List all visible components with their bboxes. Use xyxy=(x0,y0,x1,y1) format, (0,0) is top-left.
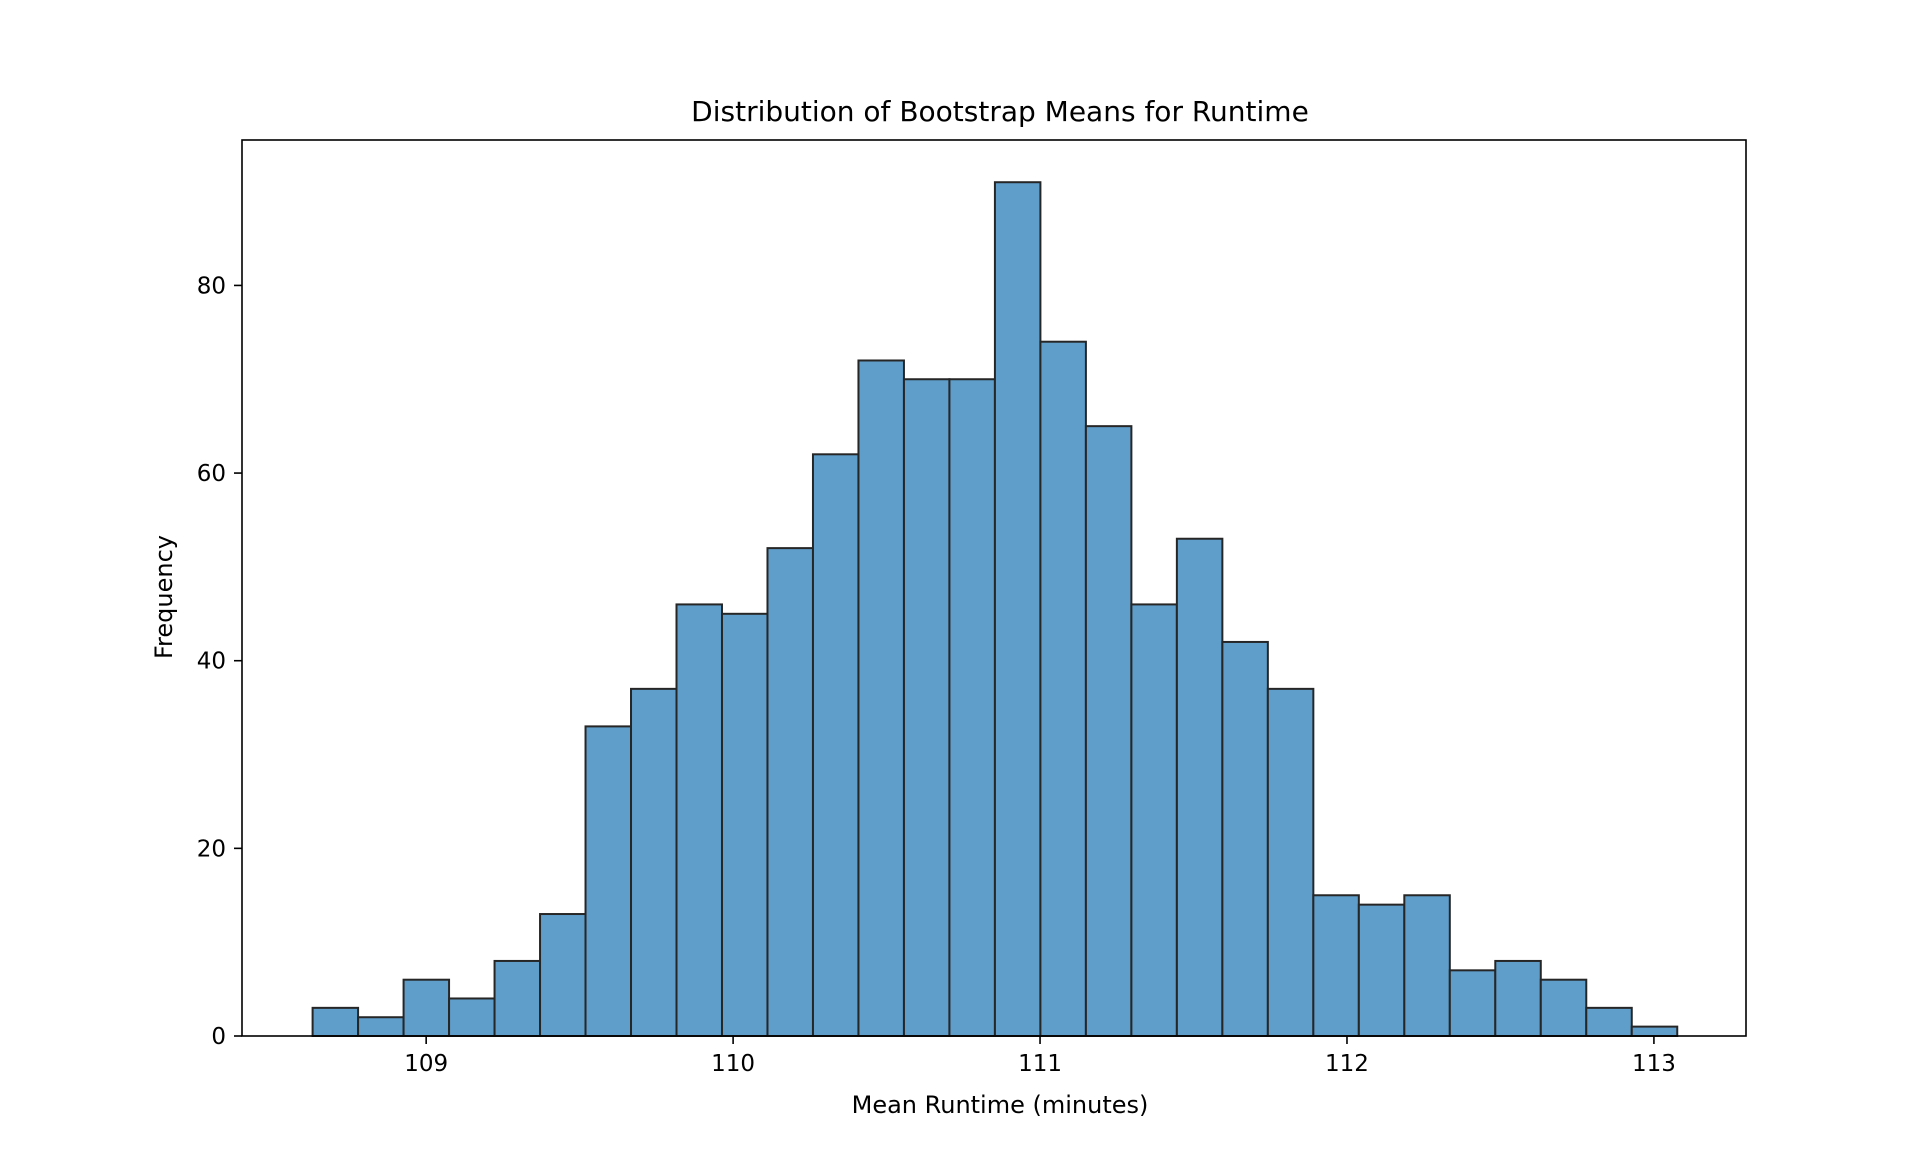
x-tick-label: 111 xyxy=(1018,1051,1062,1077)
histogram-bar xyxy=(1403,894,1451,1038)
y-tick-label: 40 xyxy=(197,649,226,675)
histogram-bar xyxy=(1084,425,1133,1038)
y-tick-label: 80 xyxy=(197,273,226,299)
y-tick-label: 60 xyxy=(197,461,226,487)
x-axis-label: Mean Runtime (minutes) xyxy=(852,1091,1149,1119)
histogram-bar xyxy=(1494,959,1542,1037)
histogram-bar xyxy=(584,725,633,1038)
histogram-bar xyxy=(1585,1006,1633,1037)
y-axis-label: Frequency xyxy=(150,535,178,659)
histogram-bar xyxy=(1130,603,1178,1037)
histogram-bar xyxy=(1175,537,1224,1037)
histogram-bar xyxy=(1312,894,1360,1038)
histogram-bar xyxy=(1266,687,1315,1037)
histogram-bar xyxy=(857,359,905,1037)
histogram-bar xyxy=(448,997,496,1037)
y-axis-ticks: 0 20 40 60 80 xyxy=(197,273,242,1050)
histogram-bar xyxy=(811,453,860,1037)
histogram-bar xyxy=(720,612,769,1037)
x-tick-label: 110 xyxy=(711,1051,755,1077)
histogram-bar xyxy=(357,1016,405,1037)
plot-frame xyxy=(241,139,1747,1037)
y-tick-label: 20 xyxy=(197,836,226,862)
histogram-bar xyxy=(493,959,542,1037)
histogram-bar xyxy=(539,913,587,1038)
histogram-bar xyxy=(1630,1025,1679,1037)
histogram-bar xyxy=(1221,640,1269,1037)
histogram-bar xyxy=(1448,969,1497,1037)
histogram-bar xyxy=(902,378,951,1037)
histogram-bar xyxy=(948,378,996,1037)
histogram-bar xyxy=(993,181,1042,1037)
chart-title: Distribution of Bootstrap Means for Runt… xyxy=(691,95,1309,128)
histogram-bar xyxy=(1539,978,1588,1037)
histogram-bar xyxy=(311,1006,360,1037)
x-tick-label: 112 xyxy=(1325,1051,1369,1077)
x-axis-ticks: 109 110 111 112 113 xyxy=(404,1036,1676,1077)
histogram-bar xyxy=(402,978,451,1037)
histogram-bar xyxy=(766,547,814,1038)
x-tick-label: 113 xyxy=(1632,1051,1676,1077)
histogram-bar xyxy=(1357,903,1406,1038)
histogram-bar xyxy=(675,603,723,1037)
x-tick-label: 109 xyxy=(404,1051,448,1077)
bars-layer xyxy=(311,181,1679,1038)
histogram-bar xyxy=(630,687,678,1037)
y-tick-label: 0 xyxy=(211,1024,226,1050)
histogram-bar xyxy=(1039,340,1087,1037)
